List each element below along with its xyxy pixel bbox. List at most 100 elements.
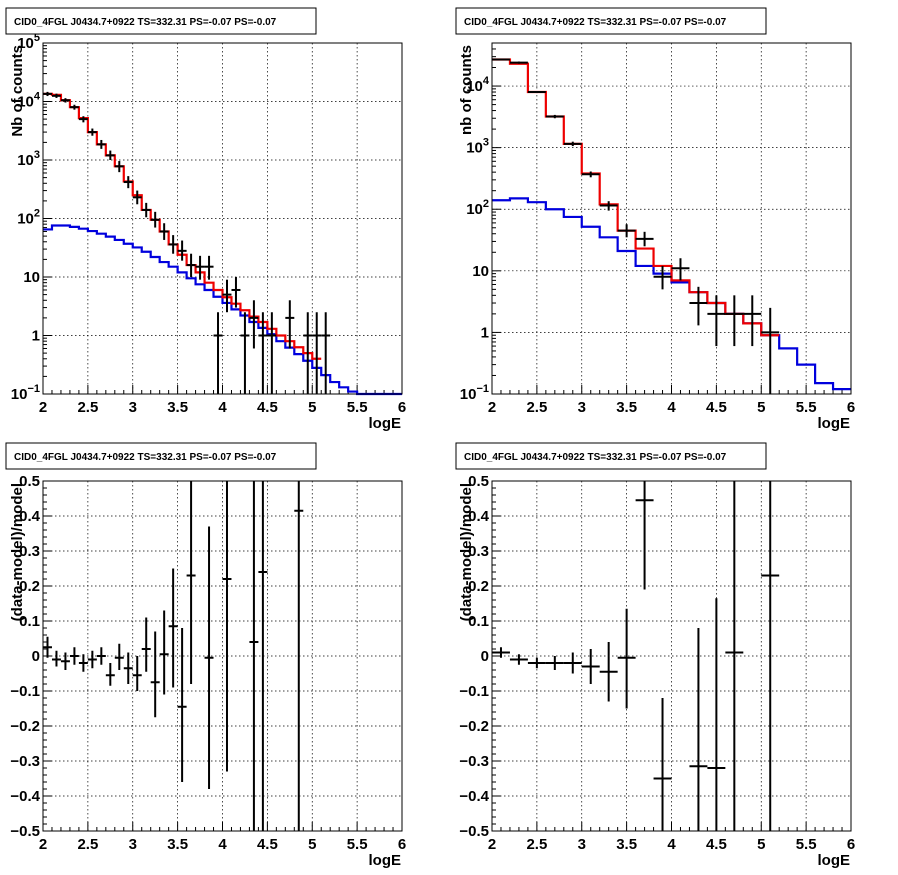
data-point: [150, 631, 160, 718]
plot-frame: [42, 480, 403, 832]
x-tick-label: 3: [578, 399, 586, 416]
x-tick-label: 4: [218, 399, 227, 416]
title-box: [455, 442, 767, 470]
x-tick-label: 2: [39, 399, 47, 416]
y-tick-label: 10−1: [11, 383, 40, 403]
y-tick-label: −0.2: [459, 718, 489, 735]
x-tick-label: 3: [129, 399, 137, 416]
data-point: [617, 608, 636, 709]
data-point: [599, 201, 618, 211]
data-point: [159, 610, 169, 695]
y-tick-label: −0.4: [10, 788, 40, 805]
plot-frame: [491, 42, 852, 395]
y-tick-label: 0: [481, 648, 489, 665]
y-tick-label: 10−1: [460, 383, 489, 403]
data-point: [43, 636, 52, 658]
data-point: [563, 141, 582, 147]
x-tick-label: 6: [847, 836, 855, 853]
x-tick-label: 3.5: [167, 399, 188, 416]
y-tick-label: −0.1: [10, 683, 40, 700]
x-tick-label: 2: [39, 836, 47, 853]
y-tick-label: 0.3: [468, 543, 489, 560]
x-tick-label: 4.5: [706, 399, 727, 416]
data-point: [689, 628, 708, 831]
data-point: [96, 139, 106, 149]
x-tick-label: 2: [488, 399, 496, 416]
x-tick-label: 2.5: [77, 836, 98, 853]
data-point: [105, 663, 115, 686]
data-point: [159, 223, 169, 240]
component-model-histogram: [492, 197, 851, 391]
x-tick-label: 3: [578, 836, 586, 853]
data-point: [689, 286, 708, 326]
x-tick-label: 3: [129, 836, 137, 853]
x-tick-label: 5.5: [347, 399, 368, 416]
data-point: [617, 224, 636, 238]
y-axis-label: nb of counts: [458, 45, 475, 135]
data-point: [725, 295, 744, 347]
data-point: [671, 258, 690, 281]
x-tick-label: 4.5: [257, 399, 278, 416]
data-point: [761, 481, 780, 831]
data-point: [653, 698, 672, 831]
plot-frame: [42, 42, 403, 395]
data-point: [114, 643, 124, 670]
data-point: [186, 253, 196, 277]
data-point: [69, 104, 79, 110]
title-box: [5, 442, 317, 470]
data-point: [581, 649, 600, 684]
chart-panel-4: 2 2.5 3 3.5 4 4.5 5 5.5 6 −0.5 −0.4 −0.3 −0.2 −0.1 0 0.…: [455, 442, 855, 869]
data-point: [527, 657, 546, 669]
y-tick-label: 10: [472, 263, 489, 280]
data-point: [249, 300, 259, 349]
data-point: [213, 312, 223, 394]
data-point: [581, 171, 600, 178]
data-point: [87, 128, 97, 136]
y-axis-label: Nb of counts: [9, 45, 26, 137]
data-point: [78, 116, 88, 123]
y-tick-label: 1: [481, 324, 489, 341]
x-axis-label: logE: [818, 415, 851, 432]
x-tick-label: 5: [757, 399, 765, 416]
y-tick-label: −0.4: [459, 788, 489, 805]
data-point: [743, 295, 762, 347]
y-tick-label: 0.3: [19, 543, 40, 560]
y-axis-label: (data-model)/model: [9, 483, 26, 621]
data-point: [707, 598, 726, 831]
x-tick-label: 2.5: [77, 399, 98, 416]
data-point: [114, 161, 124, 173]
x-tick-label: 2.5: [526, 836, 547, 853]
data-point: [132, 190, 142, 205]
x-axis-label: logE: [818, 852, 851, 869]
data-point: [492, 647, 510, 658]
data-point: [267, 312, 277, 394]
x-tick-label: 4.5: [257, 836, 278, 853]
data-point: [177, 628, 187, 782]
y-tick-label: 103: [17, 149, 40, 169]
data-point: [141, 617, 151, 672]
y-tick-label: −0.3: [10, 753, 40, 770]
data-point: [725, 481, 744, 831]
y-axis-label: (data-model)/model: [458, 483, 475, 621]
total-model-histogram: [43, 92, 322, 360]
x-tick-label: 4: [667, 399, 676, 416]
x-tick-label: 4: [667, 836, 676, 853]
data-point: [204, 255, 214, 280]
data-point: [141, 202, 151, 218]
data-point: [563, 652, 582, 674]
y-tick-label: 102: [466, 198, 489, 218]
y-tick-label: −0.5: [10, 823, 40, 840]
x-tick-label: 6: [398, 836, 406, 853]
data-point: [123, 652, 133, 684]
data-point: [123, 176, 133, 189]
data-point: [168, 568, 178, 688]
data-point: [635, 481, 654, 590]
data-point: [43, 91, 52, 97]
data-point: [132, 656, 142, 691]
data-point: [204, 526, 214, 789]
x-tick-label: 2.5: [526, 399, 547, 416]
y-tick-label: 0.4: [19, 508, 41, 525]
y-tick-label: −0.3: [459, 753, 489, 770]
x-axis-label: logE: [369, 415, 402, 432]
